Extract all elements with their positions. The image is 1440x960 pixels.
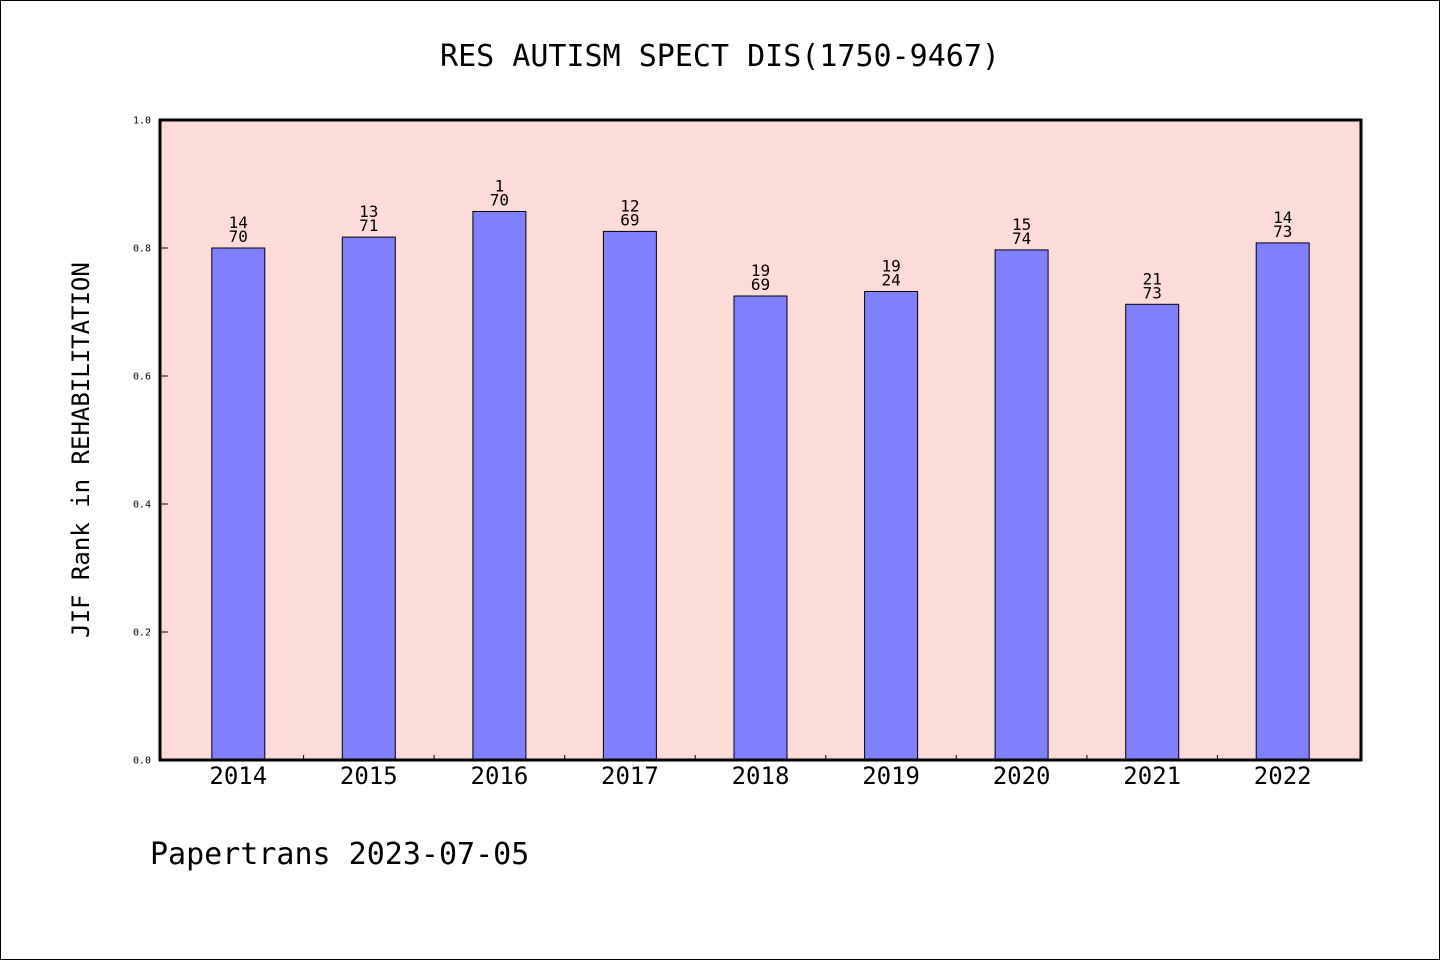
data-label-rank-2022: 14: [1273, 208, 1292, 227]
bar-2019: [864, 291, 919, 761]
x-tick-label-2019: 2019: [862, 762, 920, 790]
data-label-rank-2014: 14: [229, 213, 248, 232]
data-label-total-2019: 24: [881, 271, 900, 290]
y-tick-label-0.0: 0.0: [133, 756, 151, 767]
x-tick-label-2021: 2021: [1123, 762, 1181, 790]
footer-credit: Papertrans 2023-07-05: [150, 837, 529, 872]
data-label-total-2017: 69: [620, 210, 639, 229]
bar-2017: [602, 230, 657, 761]
y-tick-label-0.6: 0.6: [133, 372, 151, 383]
chart-title: RES AUTISM SPECT DIS(1750-9467): [440, 39, 1000, 74]
bar-2015: [341, 236, 396, 761]
data-label-total-2015: 71: [359, 216, 378, 235]
x-tick-label-2020: 2020: [993, 762, 1051, 790]
bar-2021: [1125, 303, 1180, 761]
data-label-total-2014: 70: [229, 227, 248, 246]
data-label-rank-2018: 19: [751, 261, 770, 280]
y-tick-label-0.8: 0.8: [133, 244, 151, 255]
x-tick-label-2016: 2016: [471, 762, 529, 790]
data-label-total-2018: 69: [751, 275, 770, 294]
bar-2016: [472, 211, 527, 761]
x-tick-label-2015: 2015: [340, 762, 398, 790]
data-label-total-2020: 74: [1012, 229, 1031, 248]
bar-2020: [994, 249, 1049, 761]
plot-border: [158, 118, 1363, 762]
bar-2018: [733, 295, 788, 761]
y-tick-label-0.4: 0.4: [133, 500, 151, 511]
x-tick-label-2014: 2014: [209, 762, 267, 790]
data-label-rank-2015: 13: [359, 202, 378, 221]
data-label-total-2022: 73: [1273, 222, 1292, 241]
x-tick-label-2018: 2018: [732, 762, 790, 790]
y-tick-label-1.0: 1.0: [133, 116, 151, 127]
bar-2022: [1255, 242, 1310, 761]
data-label-rank-2020: 15: [1012, 215, 1031, 234]
data-label-rank-2016: 1: [495, 177, 505, 196]
data-label-rank-2021: 21: [1143, 269, 1162, 288]
y-tick-label-0.2: 0.2: [133, 628, 151, 639]
x-tick-label-2022: 2022: [1254, 762, 1312, 790]
bar-2014: [211, 247, 266, 761]
data-label-total-2016: 70: [490, 191, 509, 210]
x-tick-label-2017: 2017: [601, 762, 659, 790]
data-label-total-2021: 73: [1143, 283, 1162, 302]
x-axis-ticks: 2014 2015 2016 2017 2018 2019 2020 2021 2022: [209, 755, 1312, 790]
y-axis-label: JIF Rank in REHABILITATION: [67, 262, 95, 638]
data-label-rank-2017: 12: [620, 196, 639, 215]
data-label-rank-2019: 19: [881, 257, 900, 276]
